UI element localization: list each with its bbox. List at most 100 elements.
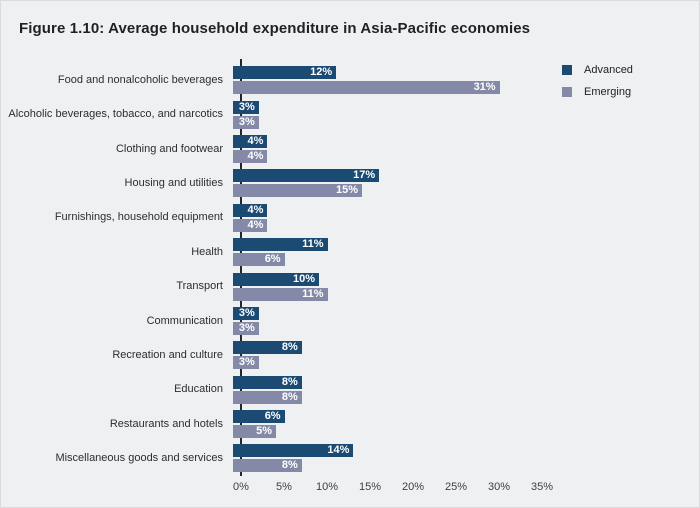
x-tick-label: 30%: [487, 481, 511, 493]
bar-advanced: 4%: [233, 134, 268, 148]
bar-advanced: 12%: [233, 66, 337, 80]
bar-emerging: 11%: [233, 287, 328, 301]
category-row: Transport 10% 11%: [1, 269, 699, 303]
bar-value-label: 6%: [264, 253, 281, 266]
bar-value-label: 3%: [238, 321, 255, 334]
bar-pair: 3% 3%: [233, 306, 259, 335]
bar-value-label: 4%: [247, 203, 264, 216]
bar-emerging: 3%: [233, 115, 259, 129]
category-row: Restaurants and hotels 6% 5%: [1, 407, 699, 441]
category-row: Education 8% 8%: [1, 373, 699, 407]
category-label: Transport: [176, 280, 223, 293]
bar-pair: 10% 11%: [233, 272, 328, 301]
category-label: Recreation and culture: [112, 349, 223, 361]
bar-advanced: 17%: [233, 169, 380, 183]
bar-emerging: 4%: [233, 218, 268, 232]
category-row: Miscellaneous goods and services 14% 8%: [1, 441, 699, 475]
category-row: Recreation and culture 8% 3%: [1, 338, 699, 372]
x-tick-label: 25%: [444, 481, 468, 493]
x-tick-label: 5%: [276, 481, 292, 493]
bar-pair: 12% 31%: [233, 66, 500, 95]
bar-value-label: 4%: [247, 218, 264, 231]
bar-value-label: 3%: [238, 306, 255, 319]
bar-pair: 11% 6%: [233, 238, 328, 267]
bar-advanced: 11%: [233, 238, 328, 252]
bar-value-label: 3%: [238, 115, 255, 128]
bar-advanced: 3%: [233, 306, 259, 320]
bar-emerging: 15%: [233, 184, 362, 198]
bar-value-label: 4%: [247, 134, 264, 147]
advanced-swatch-icon: [562, 65, 572, 75]
bar-value-label: 8%: [281, 375, 298, 388]
bar-advanced: 8%: [233, 375, 302, 389]
legend-item-advanced: Advanced: [562, 64, 633, 76]
legend-item-emerging: Emerging: [562, 86, 633, 98]
bar-value-label: 10%: [292, 272, 315, 285]
bar-advanced: 3%: [233, 100, 259, 114]
bar-advanced: 10%: [233, 272, 319, 286]
legend-label-emerging: Emerging: [584, 86, 632, 98]
bar-value-label: 3%: [238, 356, 255, 369]
bar-advanced: 14%: [233, 444, 354, 458]
category-label: Restaurants and hotels: [109, 417, 223, 430]
legend: Advanced Emerging: [562, 64, 633, 98]
legend-label-advanced: Advanced: [584, 64, 633, 76]
bar-pair: 4% 4%: [233, 134, 268, 163]
bar-value-label: 6%: [264, 410, 281, 423]
category-row: Clothing and footwear 4% 4%: [1, 132, 699, 166]
bar-value-label: 8%: [281, 341, 298, 354]
category-row: Alcoholic beverages, tobacco, and narcot…: [1, 97, 699, 131]
category-row: Health 11% 6%: [1, 235, 699, 269]
category-label: Furnishings, household equipment: [54, 211, 223, 224]
x-tick-label: 0%: [233, 481, 249, 493]
bar-pair: 8% 3%: [233, 341, 302, 370]
bar-advanced: 8%: [233, 341, 302, 355]
bar-value-label: 8%: [281, 459, 298, 472]
bar-emerging: 5%: [233, 425, 276, 439]
bar-pair: 14% 8%: [233, 444, 354, 473]
bar-value-label: 12%: [310, 66, 333, 79]
x-axis: 0% 5% 10% 15% 20% 25% 30% 35%: [1, 481, 699, 495]
bar-pair: 17% 15%: [233, 169, 380, 198]
category-label: Education: [174, 383, 223, 396]
bar-advanced: 4%: [233, 203, 268, 217]
bar-value-label: 17%: [353, 169, 376, 182]
y-axis-line: [240, 59, 242, 476]
figure-title: Figure 1.10: Average household expenditu…: [19, 20, 531, 37]
bar-emerging: 6%: [233, 253, 285, 267]
bar-value-label: 3%: [238, 100, 255, 113]
bar-value-label: 11%: [302, 238, 324, 251]
bar-value-label: 5%: [256, 425, 272, 438]
bar-pair: 4% 4%: [233, 203, 268, 232]
x-tick-label: 20%: [401, 481, 425, 493]
emerging-swatch-icon: [562, 87, 572, 97]
category-row: Food and nonalcoholic beverages 12% 31%: [1, 63, 699, 97]
category-label: Housing and utilities: [124, 177, 223, 190]
x-tick-label: 35%: [530, 481, 554, 493]
category-label: Health: [191, 245, 223, 258]
category-label: Communication: [146, 314, 223, 327]
bar-emerging: 3%: [233, 356, 259, 370]
x-tick-label: 15%: [358, 481, 382, 493]
category-label: Miscellaneous goods and services: [55, 452, 223, 465]
category-row: Housing and utilities 17% 15%: [1, 166, 699, 200]
bar-emerging: 31%: [233, 81, 500, 95]
bar-emerging: 8%: [233, 390, 302, 404]
bar-value-label: 14%: [327, 444, 350, 457]
category-row: Communication 3% 3%: [1, 304, 699, 338]
bar-value-label: 11%: [302, 287, 324, 300]
bar-value-label: 8%: [281, 390, 298, 403]
bar-emerging: 8%: [233, 459, 302, 473]
bar-pair: 8% 8%: [233, 375, 302, 404]
category-row: Furnishings, household equipment 4% 4%: [1, 201, 699, 235]
bar-value-label: 31%: [473, 81, 496, 94]
bar-emerging: 4%: [233, 149, 268, 163]
bar-pair: 6% 5%: [233, 410, 285, 439]
bar-value-label: 4%: [247, 149, 264, 162]
bar-value-label: 15%: [335, 184, 358, 197]
category-label: Food and nonalcoholic beverages: [57, 73, 223, 86]
bar-advanced: 6%: [233, 410, 285, 424]
x-tick-label: 10%: [315, 481, 339, 493]
category-label: Clothing and footwear: [115, 142, 223, 155]
